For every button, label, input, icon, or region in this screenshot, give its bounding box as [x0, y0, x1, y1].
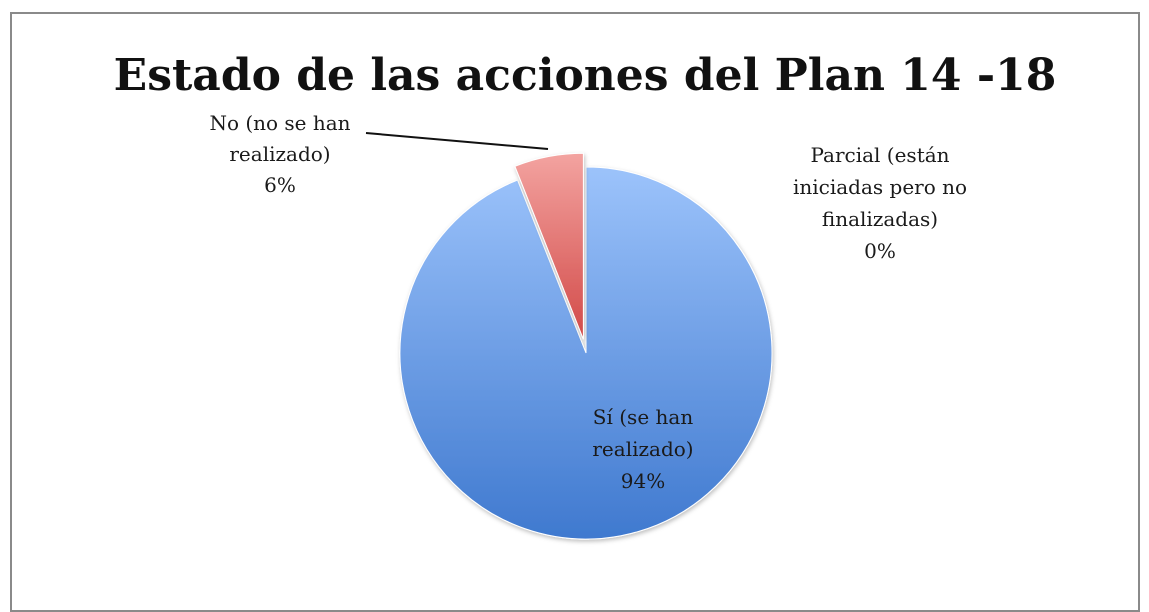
pie-chart: Estado de las acciones del Plan 14 -18 S… — [114, 50, 1057, 540]
data-label-no-line-1: No (no se han — [209, 111, 350, 135]
data-label-no-percent: 6% — [264, 173, 296, 197]
data-label-parcial-line-1: Parcial (están — [810, 143, 949, 167]
data-label-no-line-2: realizado) — [229, 142, 330, 166]
data-label-si-line-2: realizado) — [592, 437, 693, 461]
data-label-parcial-percent: 0% — [864, 239, 896, 263]
leader-line-no — [365, 132, 549, 150]
chart-title: Estado de las acciones del Plan 14 -18 — [114, 50, 1057, 101]
leader-lines-layer — [365, 132, 549, 150]
data-label-si-line-1: Sí (se han — [593, 405, 694, 429]
slices-layer — [399, 152, 773, 540]
data-label-si-percent: 94% — [621, 469, 665, 493]
data-label-parcial-line-2: iniciadas pero no — [793, 175, 967, 199]
data-label-parcial-line-3: finalizadas) — [822, 207, 938, 231]
pie-slice-no — [514, 152, 584, 340]
pie-slice-si — [399, 166, 773, 540]
data-labels-layer: Sí (se han realizado) 94% No (no se han real… — [209, 111, 967, 493]
